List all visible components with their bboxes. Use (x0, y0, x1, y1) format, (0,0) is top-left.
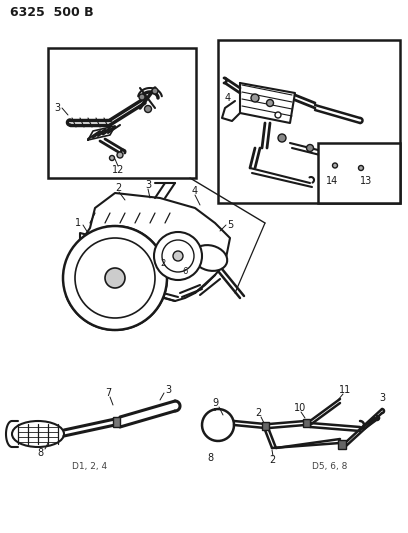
Circle shape (63, 226, 167, 330)
Circle shape (152, 88, 158, 94)
Text: 8: 8 (207, 453, 213, 463)
Text: 2: 2 (255, 408, 261, 418)
Text: 3: 3 (165, 385, 171, 395)
Text: 7: 7 (105, 388, 111, 398)
Bar (218, 40, 400, 203)
Text: 13: 13 (360, 176, 372, 186)
Ellipse shape (12, 421, 64, 447)
Circle shape (275, 112, 281, 118)
Text: 9: 9 (212, 398, 218, 408)
Circle shape (144, 106, 151, 112)
Circle shape (75, 238, 155, 318)
Circle shape (154, 232, 202, 280)
Circle shape (278, 134, 286, 142)
Text: D5, 6, 8: D5, 6, 8 (312, 462, 348, 471)
Text: 10: 10 (294, 403, 306, 413)
Circle shape (109, 156, 115, 160)
Ellipse shape (193, 245, 227, 271)
Text: 8: 8 (37, 448, 43, 458)
Bar (318, 143, 400, 203)
Text: 2: 2 (269, 455, 275, 465)
Circle shape (105, 268, 125, 288)
Text: 12: 12 (112, 165, 124, 175)
Circle shape (359, 166, 364, 171)
Bar (303, 419, 310, 427)
Circle shape (139, 94, 145, 100)
Bar (262, 422, 269, 430)
Text: 5: 5 (227, 220, 233, 230)
Circle shape (173, 251, 183, 261)
Circle shape (266, 100, 273, 107)
Circle shape (162, 240, 194, 272)
Text: 1: 1 (75, 218, 81, 228)
Text: D1, 2, 4: D1, 2, 4 (73, 462, 108, 471)
Circle shape (117, 152, 123, 158)
Circle shape (251, 94, 259, 102)
Bar (338, 440, 346, 449)
Text: 2: 2 (115, 183, 121, 193)
Text: 4: 4 (192, 186, 198, 196)
Text: 6325  500 B: 6325 500 B (10, 5, 93, 19)
Text: 3: 3 (54, 103, 60, 113)
Circle shape (333, 163, 337, 168)
Text: 3: 3 (379, 393, 385, 403)
Circle shape (306, 144, 313, 151)
Text: 11: 11 (339, 385, 351, 395)
Text: 6: 6 (182, 266, 188, 276)
Text: 3: 3 (145, 180, 151, 190)
Bar (48, 48, 196, 178)
Bar (113, 417, 120, 427)
Text: 4: 4 (225, 93, 231, 103)
Text: 14: 14 (326, 176, 338, 186)
Text: 2: 2 (160, 259, 166, 268)
